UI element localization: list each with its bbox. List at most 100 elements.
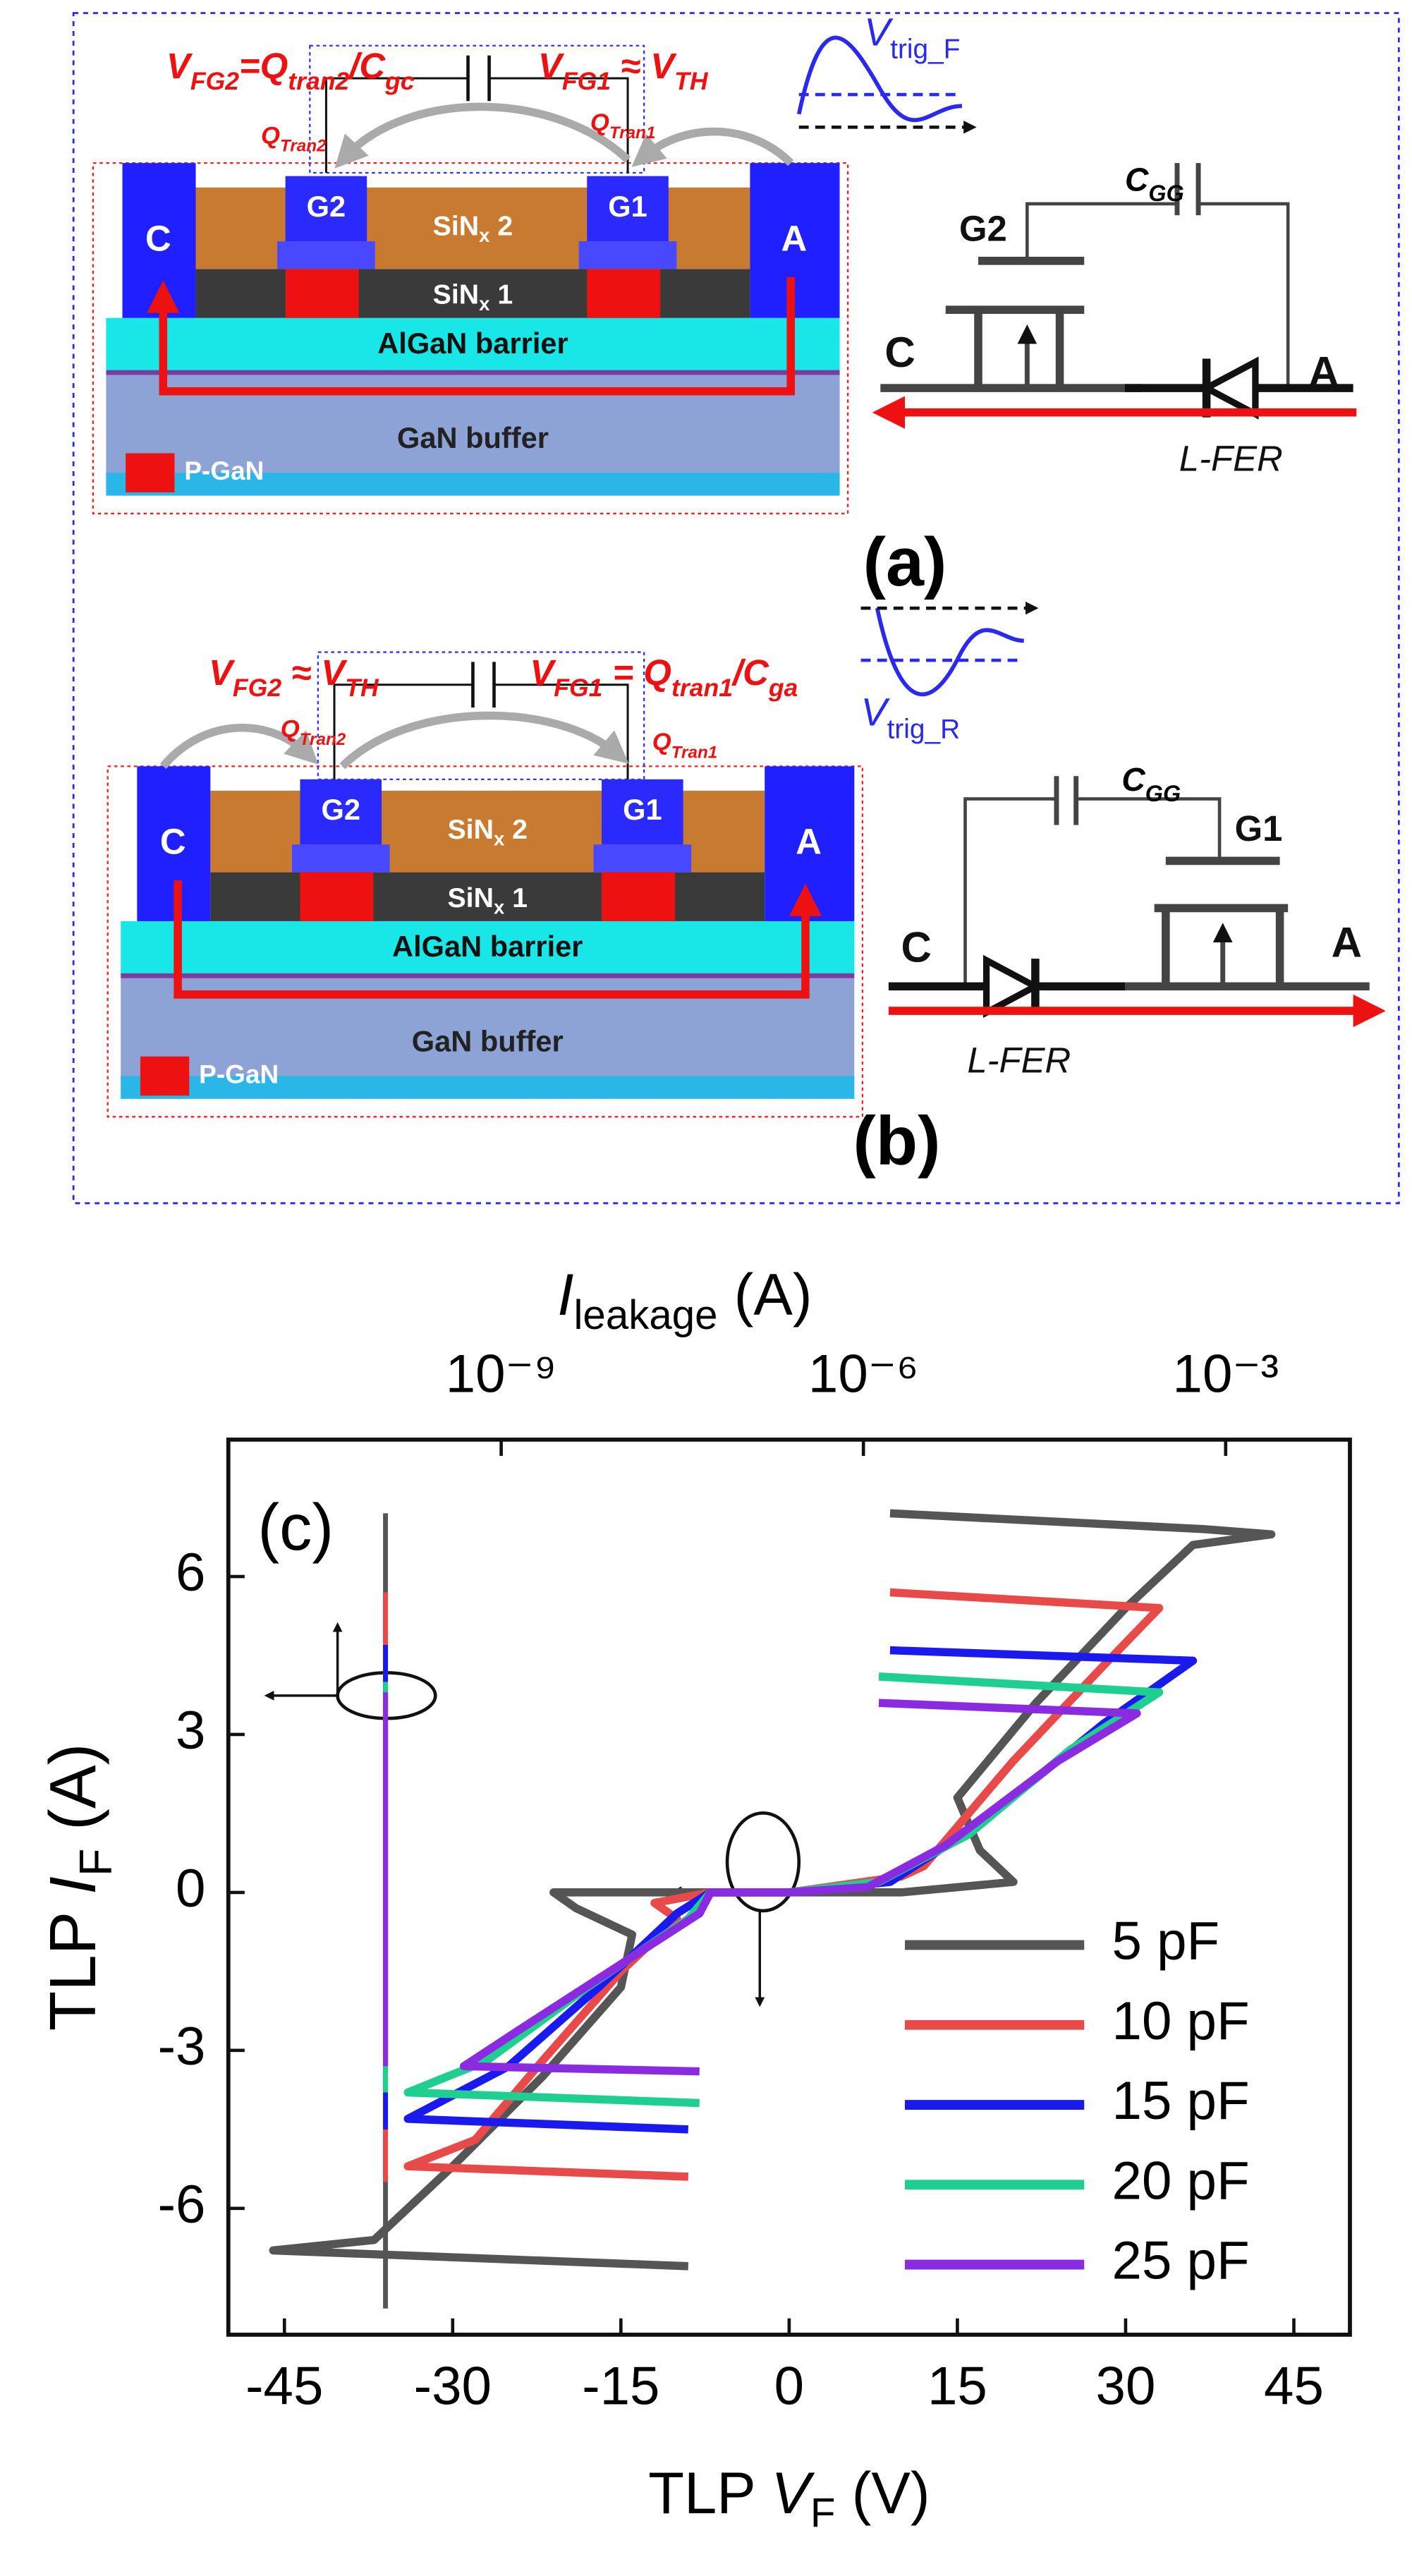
legend-label: 5 pF bbox=[1112, 1912, 1220, 1972]
label-part: I bbox=[557, 1262, 573, 1328]
label-part: Tran2 bbox=[300, 730, 346, 749]
x2-tick-label: 10⁻⁹ bbox=[446, 1344, 557, 1404]
label-part: (A) bbox=[717, 1262, 812, 1328]
gate-base bbox=[578, 241, 677, 269]
gate-label: G1 bbox=[623, 793, 662, 826]
label-part: F bbox=[810, 2491, 836, 2536]
gate-base bbox=[291, 844, 390, 873]
label-part: (V) bbox=[836, 2460, 930, 2526]
y-tick-label: 6 bbox=[176, 1543, 205, 1603]
legend-label: 10 pF bbox=[1112, 1991, 1250, 2051]
label-part: FG1 bbox=[554, 674, 602, 702]
gate-label: G2 bbox=[321, 793, 360, 826]
coupling-box bbox=[309, 44, 645, 174]
circuit-label: L-FER bbox=[1179, 439, 1283, 479]
label-part: x bbox=[479, 224, 490, 246]
rich-label: TLP VF (V) bbox=[648, 2460, 930, 2536]
trigger-pulse bbox=[796, 35, 962, 123]
anode-electrode bbox=[750, 163, 840, 318]
rich-label: SiNx 2 bbox=[448, 814, 528, 849]
label-part: 2 bbox=[504, 814, 528, 845]
label-part: Q bbox=[261, 122, 280, 149]
label-part: FG2 bbox=[190, 67, 239, 95]
x-tick-label: 15 bbox=[927, 2357, 987, 2417]
label-part: SiN bbox=[433, 279, 479, 310]
label-part: Tran1 bbox=[609, 123, 656, 142]
label-part: Q bbox=[652, 729, 671, 755]
label-part: trig_R bbox=[887, 714, 961, 744]
circuit-label: C bbox=[901, 923, 931, 971]
label-part: V bbox=[771, 2460, 815, 2526]
label-part: TLP bbox=[37, 1895, 110, 2031]
label-part: x bbox=[479, 293, 490, 315]
circuit-label: C bbox=[884, 329, 915, 376]
buffer-label: GaN buffer bbox=[397, 421, 549, 454]
barrier-label: AlGaN barrier bbox=[392, 930, 583, 963]
coupling-box bbox=[317, 651, 645, 781]
label-part: x bbox=[494, 828, 505, 850]
label-part: I bbox=[37, 1876, 110, 1895]
label-part: tran2 bbox=[288, 67, 349, 95]
series-line bbox=[459, 1699, 1141, 2076]
label-part: C bbox=[1125, 161, 1149, 198]
x-tick-label: -45 bbox=[245, 2357, 323, 2417]
label-part: trig_F bbox=[890, 34, 960, 64]
gate bbox=[602, 779, 683, 845]
label-part: Tran2 bbox=[280, 136, 327, 155]
panel-frame bbox=[72, 12, 1400, 1205]
ellipse-marker bbox=[725, 1811, 801, 1913]
label-part: ≈ V bbox=[281, 652, 348, 693]
circuit-wire bbox=[1054, 776, 1079, 825]
2deg-line bbox=[106, 370, 840, 375]
y-tick-label: -3 bbox=[158, 2017, 206, 2077]
panel-label: (a) bbox=[863, 523, 947, 600]
label-part: Q bbox=[590, 109, 609, 136]
circuit-wire bbox=[880, 305, 1142, 392]
gate bbox=[285, 176, 367, 242]
label-part: FG2 bbox=[233, 674, 281, 702]
label-part: /C bbox=[731, 652, 769, 693]
gate-label: G1 bbox=[608, 190, 647, 223]
legend-label: 20 pF bbox=[1112, 2151, 1250, 2211]
label-part: gc bbox=[384, 67, 415, 95]
charge-arrow bbox=[339, 711, 629, 770]
label-part: C bbox=[1121, 761, 1145, 798]
trigger-pulse bbox=[875, 607, 1024, 697]
p-gan-key bbox=[126, 453, 175, 493]
diode bbox=[1199, 356, 1259, 420]
label-part: V bbox=[530, 652, 556, 693]
label-part: V bbox=[538, 46, 565, 86]
x2-tick-label: 10⁻³ bbox=[1173, 1344, 1279, 1404]
barrier-label: AlGaN barrier bbox=[377, 327, 568, 360]
rich-label: QTran1 bbox=[652, 729, 718, 762]
p-gan bbox=[587, 269, 661, 318]
rich-label: SiNx 2 bbox=[433, 211, 513, 246]
label-part: =Q bbox=[239, 46, 288, 86]
current-path bbox=[174, 880, 822, 999]
legend-label: 15 pF bbox=[1112, 2071, 1250, 2131]
label-part: 1 bbox=[504, 882, 528, 913]
x2-tick-label: 10⁻⁶ bbox=[808, 1344, 918, 1404]
rich-label: VFG1 ≈ VTH bbox=[538, 46, 709, 95]
y-tick-label: 0 bbox=[176, 1859, 205, 1919]
label-part: = Q bbox=[602, 652, 671, 693]
label-part: V bbox=[864, 11, 894, 54]
legend-label: 25 pF bbox=[1112, 2231, 1250, 2291]
y-tick-label: -6 bbox=[158, 2175, 206, 2235]
rich-label: SiNx 1 bbox=[433, 279, 513, 315]
cathode-label: C bbox=[145, 219, 171, 259]
label-part: Tran1 bbox=[671, 743, 718, 762]
current-path bbox=[147, 277, 795, 396]
label-part: 2 bbox=[489, 211, 513, 242]
gate bbox=[300, 779, 382, 845]
panel-label: (b) bbox=[853, 1102, 940, 1179]
anode-label: A bbox=[781, 219, 807, 259]
p-gan bbox=[602, 872, 676, 921]
y-tick-label: 3 bbox=[176, 1701, 205, 1761]
circuit-label: A bbox=[1308, 348, 1339, 395]
charge-arrow bbox=[631, 127, 794, 167]
rich-label: QTran2 bbox=[261, 122, 327, 155]
anode-label: A bbox=[796, 822, 822, 862]
